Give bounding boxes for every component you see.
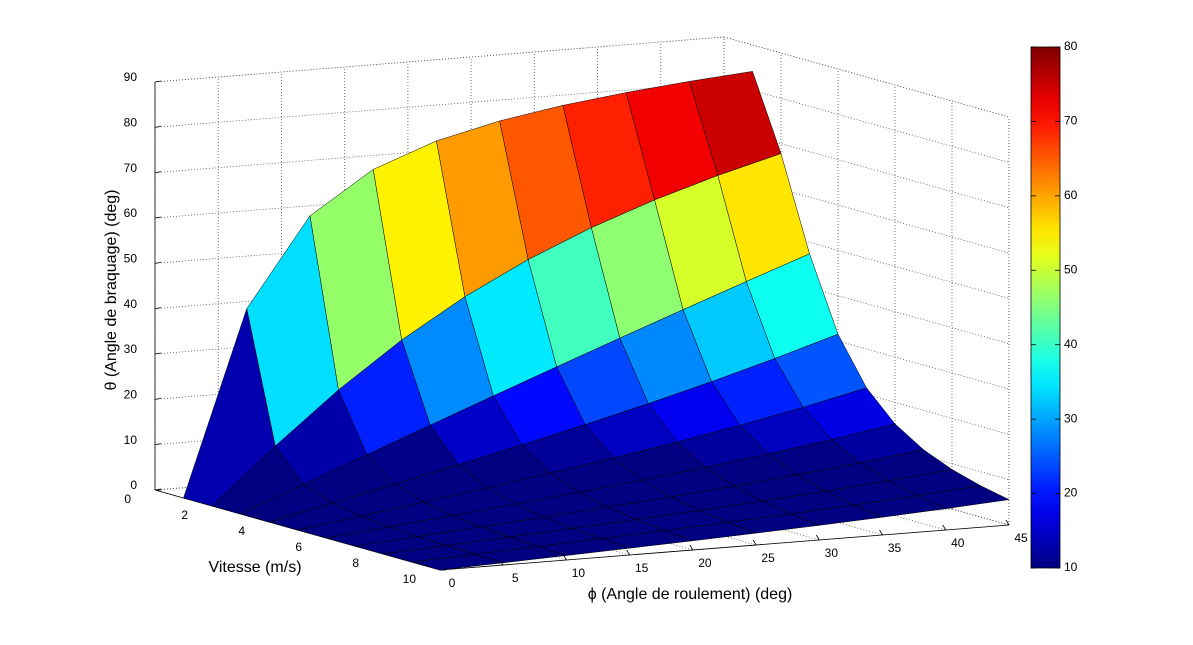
surface-patch bbox=[411, 553, 504, 571]
colorbar-tick-label: 30 bbox=[1064, 411, 1078, 425]
grid-line bbox=[723, 81, 1010, 163]
tick-mark bbox=[626, 549, 631, 556]
y-tick-label: 25 bbox=[761, 551, 775, 565]
tick-mark bbox=[154, 216, 162, 219]
z-tick-label: 90 bbox=[124, 70, 138, 84]
tick-mark bbox=[154, 307, 162, 310]
grid-line bbox=[723, 399, 1010, 481]
grid-line bbox=[723, 444, 1010, 526]
x-tick-label: 0 bbox=[124, 492, 131, 506]
z-tick-label: 10 bbox=[124, 433, 138, 447]
y-axis bbox=[439, 524, 1010, 571]
colorbar-tick-label: 10 bbox=[1064, 560, 1078, 574]
y-tick-label: 0 bbox=[449, 576, 456, 590]
colorbar-tick-label: 20 bbox=[1064, 486, 1078, 500]
x-tick-label: 6 bbox=[295, 540, 302, 554]
z-tick-label: 60 bbox=[124, 206, 138, 220]
tick-mark bbox=[154, 443, 162, 446]
z-tick-label: 20 bbox=[124, 388, 138, 402]
tick-mark bbox=[689, 544, 694, 551]
tick-mark bbox=[154, 352, 162, 355]
colorbar-tick-label: 80 bbox=[1064, 39, 1078, 53]
colorbar bbox=[1030, 46, 1061, 569]
z-tick-label: 0 bbox=[130, 478, 137, 492]
colorbar-tick-label: 70 bbox=[1064, 114, 1078, 128]
y-tick-label: 40 bbox=[951, 536, 965, 550]
grid-line bbox=[723, 127, 1010, 209]
tick-mark bbox=[154, 397, 162, 400]
y-tick-label: 5 bbox=[512, 571, 519, 585]
x-tick-label: 10 bbox=[403, 572, 417, 586]
z-tick-label: 50 bbox=[124, 252, 138, 266]
z-axis-label: θ (Angle de braquage) (deg) bbox=[103, 189, 120, 390]
tick-mark bbox=[154, 171, 162, 174]
y-axis-label: ϕ (Angle de roulement) (deg) bbox=[588, 586, 793, 603]
z-tick-label: 30 bbox=[124, 342, 138, 356]
grid-line bbox=[723, 308, 1010, 390]
grid-line bbox=[723, 36, 1010, 118]
grid-line bbox=[660, 449, 946, 531]
y-tick-label: 10 bbox=[572, 566, 586, 580]
grid-line bbox=[154, 81, 725, 128]
y-tick-label: 30 bbox=[825, 546, 839, 560]
grid-line bbox=[723, 353, 1010, 435]
x-tick-label: 8 bbox=[352, 556, 359, 570]
tick-mark bbox=[879, 529, 883, 536]
box-edge bbox=[723, 36, 1010, 118]
colorbar-tick-label: 50 bbox=[1064, 262, 1078, 276]
grid-line bbox=[723, 217, 1010, 299]
z-tick-label: 80 bbox=[124, 116, 138, 130]
tick-mark bbox=[815, 534, 820, 541]
tick-mark bbox=[1005, 519, 1010, 526]
y-tick-label: 20 bbox=[698, 556, 712, 570]
y-tick-label: 35 bbox=[888, 541, 902, 555]
tick-mark bbox=[942, 524, 947, 531]
x-axis-label: Vitesse (m/s) bbox=[208, 559, 301, 576]
colorbar-tick-label: 60 bbox=[1064, 188, 1078, 202]
z-tick-label: 40 bbox=[124, 297, 138, 311]
tick-mark bbox=[154, 125, 162, 128]
y-tick-label: 45 bbox=[1014, 531, 1028, 545]
tick-mark bbox=[154, 261, 162, 264]
grid-line bbox=[154, 36, 725, 83]
grid-line bbox=[723, 263, 1010, 345]
x-tick-label: 2 bbox=[181, 508, 188, 522]
y-tick-label: 15 bbox=[635, 561, 649, 575]
tick-mark bbox=[752, 539, 757, 546]
z-tick-label: 70 bbox=[124, 161, 138, 175]
grid-line bbox=[723, 172, 1010, 254]
tick-mark bbox=[154, 80, 162, 83]
colorbar-tick-label: 40 bbox=[1064, 337, 1078, 351]
x-tick-label: 4 bbox=[238, 524, 245, 538]
